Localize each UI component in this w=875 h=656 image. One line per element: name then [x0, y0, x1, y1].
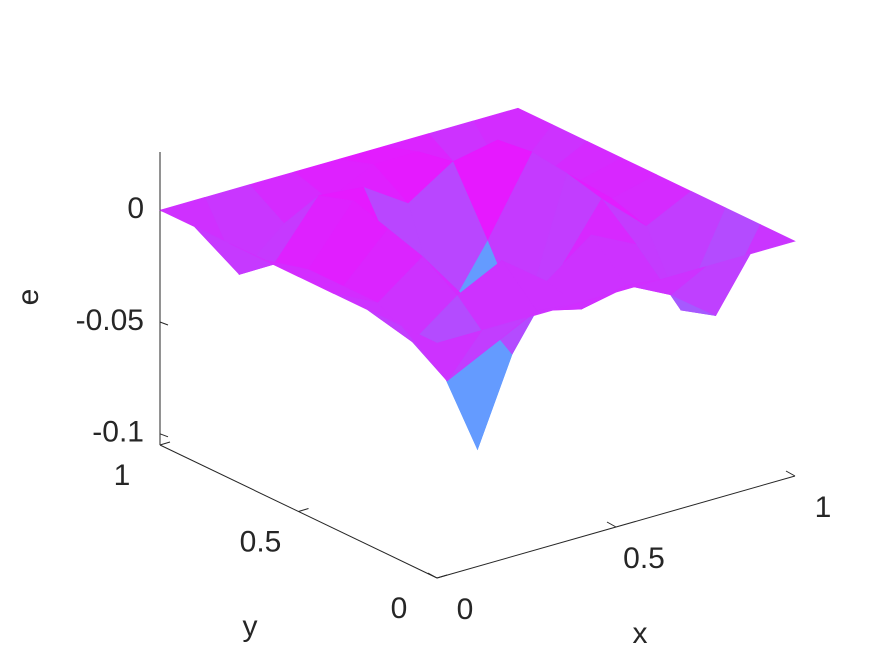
x-axis-label: x — [633, 617, 648, 650]
z-tick — [159, 321, 169, 326]
x-tick-label: 0.5 — [623, 542, 665, 575]
x-tick-label: 0 — [457, 593, 474, 626]
y-tick — [298, 508, 309, 512]
y-tick-label: 0.5 — [240, 525, 282, 558]
x-tick — [606, 521, 617, 528]
z-tick-label: -0.05 — [76, 304, 144, 337]
surface-patch — [402, 326, 483, 382]
z-axis-label: e — [12, 289, 45, 306]
y-tick — [159, 441, 171, 446]
y-tick — [436, 574, 448, 579]
x-tick — [427, 572, 438, 579]
z-tick-label: 0 — [127, 192, 144, 225]
x-tick-label: 1 — [815, 491, 832, 524]
y-tick-label: 0 — [391, 592, 408, 625]
x-tick — [785, 470, 796, 477]
y-tick-label: 1 — [114, 459, 131, 492]
z-tick-label: -0.1 — [92, 416, 144, 449]
y-axis-label: y — [243, 610, 258, 643]
z-tick — [159, 433, 169, 438]
